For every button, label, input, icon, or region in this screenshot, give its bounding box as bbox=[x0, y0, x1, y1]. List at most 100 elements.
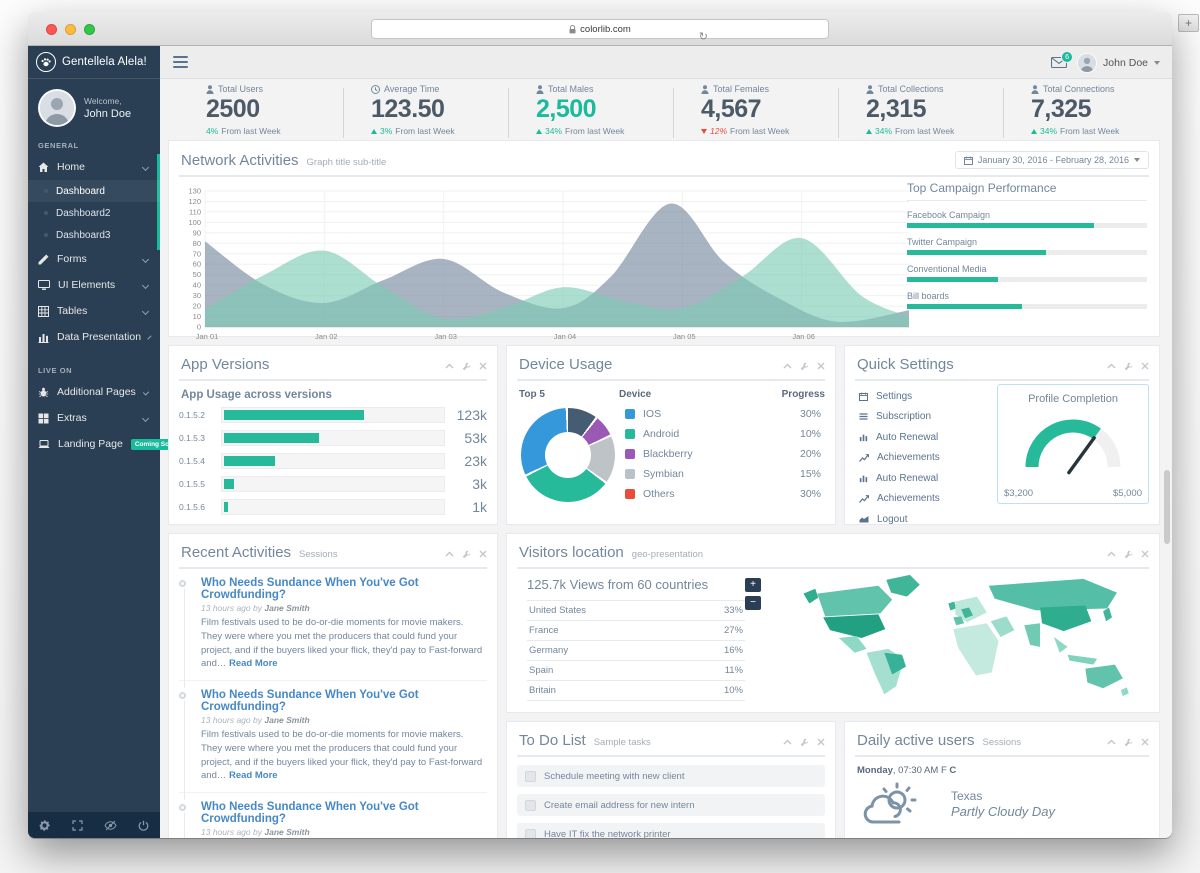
qs-achievements[interactable]: Achievements bbox=[859, 448, 940, 469]
sidebar-item-tables[interactable]: Tables bbox=[28, 298, 160, 324]
close-icon[interactable] bbox=[817, 738, 825, 746]
activity-by: by bbox=[253, 715, 262, 726]
zoom-window-button[interactable] bbox=[84, 24, 95, 35]
collapse-icon[interactable] bbox=[1107, 551, 1116, 557]
sidebar-item-dashboard[interactable]: Dashboard bbox=[28, 180, 160, 202]
collapse-icon[interactable] bbox=[445, 551, 454, 557]
new-tab-button[interactable]: + bbox=[1178, 14, 1199, 32]
welcome-text: Welcome, bbox=[84, 96, 122, 106]
qs-settings[interactable]: Settings bbox=[859, 386, 940, 407]
activity-title[interactable]: Who Needs Sundance When You've Got Crowd… bbox=[201, 689, 419, 714]
menu-toggle-icon[interactable] bbox=[173, 56, 188, 71]
map-zoom-in-button[interactable]: + bbox=[745, 578, 761, 592]
close-window-button[interactable] bbox=[46, 24, 57, 35]
sidebar-item-forms[interactable]: Forms bbox=[28, 246, 160, 272]
user-menu[interactable]: John Doe bbox=[1077, 52, 1160, 73]
todo-checkbox[interactable] bbox=[525, 828, 536, 838]
wrench-icon[interactable] bbox=[800, 362, 809, 371]
world-map[interactable] bbox=[793, 570, 1153, 708]
campaign-label: Facebook Campaign bbox=[907, 210, 991, 220]
brand[interactable]: Gentellela Alela! bbox=[28, 46, 160, 79]
bar-chart-icon bbox=[38, 333, 49, 343]
eye-slash-icon[interactable] bbox=[94, 812, 127, 838]
panel-subtitle: Graph title sub-title bbox=[306, 156, 387, 168]
reload-icon[interactable]: ↻ bbox=[698, 31, 708, 43]
scrollbar-thumb[interactable] bbox=[1164, 470, 1170, 544]
fullscreen-icon[interactable] bbox=[61, 812, 94, 838]
settings-icon[interactable] bbox=[28, 812, 61, 838]
gauge-chart bbox=[1025, 419, 1121, 475]
wrench-icon[interactable] bbox=[1124, 362, 1133, 371]
close-icon[interactable] bbox=[1141, 362, 1149, 370]
sidebar-item-dashboard3[interactable]: Dashboard3 bbox=[28, 224, 160, 246]
collapse-icon[interactable] bbox=[783, 363, 792, 369]
user-icon bbox=[1031, 84, 1039, 94]
messages-button[interactable]: 6 bbox=[1051, 51, 1074, 68]
todo-checkbox[interactable] bbox=[525, 799, 536, 811]
read-more-link[interactable]: Read More bbox=[229, 658, 278, 670]
legend-value: 20% bbox=[799, 448, 821, 460]
sidebar-menu: Home Dashboard Dashboard2 Dashboard3 For… bbox=[28, 154, 160, 350]
close-icon[interactable] bbox=[1141, 550, 1149, 558]
wrench-icon[interactable] bbox=[462, 550, 471, 559]
table-row: Spain 11% bbox=[527, 661, 745, 681]
qs-logout[interactable]: Logout bbox=[859, 509, 940, 530]
collapse-icon[interactable] bbox=[783, 739, 792, 745]
address-bar[interactable]: colorlib.com ↻ bbox=[371, 19, 829, 43]
sidebar-item-landing-page[interactable]: Landing Page Coming Soon bbox=[28, 431, 182, 457]
collapse-icon[interactable] bbox=[445, 363, 454, 369]
sidebar-item-home[interactable]: Home bbox=[28, 154, 160, 180]
stat-label: Total Connections bbox=[1043, 84, 1115, 94]
gauge-max: $5,000 bbox=[1112, 488, 1142, 499]
section-label-live-on: LIVE ON bbox=[38, 366, 73, 375]
read-more-link[interactable]: Read More bbox=[229, 770, 278, 782]
minimize-window-button[interactable] bbox=[65, 24, 76, 35]
sidebar-item-dashboard2[interactable]: Dashboard2 bbox=[28, 202, 160, 224]
todo-checkbox[interactable] bbox=[525, 770, 536, 782]
col-top5: Top 5 bbox=[519, 389, 545, 400]
network-activities-panel: Network Activities Graph title sub-title… bbox=[168, 140, 1160, 341]
close-icon[interactable] bbox=[479, 550, 487, 558]
sidebar-item-extras[interactable]: Extras bbox=[28, 405, 160, 431]
chevron-down-icon bbox=[141, 255, 150, 263]
wrench-icon[interactable] bbox=[1124, 738, 1133, 747]
sidebar-item-ui-elements[interactable]: UI Elements bbox=[28, 272, 160, 298]
version-value: 3k bbox=[472, 476, 487, 492]
qs-auto-renewal[interactable]: Auto Renewal bbox=[859, 427, 940, 448]
map-zoom-out-button[interactable]: − bbox=[745, 596, 761, 610]
weather-unit[interactable]: C bbox=[949, 765, 957, 776]
stat-value: 2,315 bbox=[866, 95, 927, 123]
activity-title[interactable]: Who Needs Sundance When You've Got Crowd… bbox=[201, 577, 419, 601]
sidebar-item-data-presentation[interactable]: Data Presentation bbox=[28, 324, 160, 350]
svg-text:50: 50 bbox=[193, 270, 201, 279]
sidebar-item-additional-pages[interactable]: Additional Pages bbox=[28, 379, 160, 405]
date-range-text: January 30, 2016 - February 28, 2016 bbox=[977, 155, 1129, 165]
power-icon[interactable] bbox=[127, 812, 160, 838]
campaign-row: Twitter Campaign bbox=[907, 237, 1147, 255]
close-icon[interactable] bbox=[479, 362, 487, 370]
collapse-icon[interactable] bbox=[1107, 739, 1116, 745]
svg-text:90: 90 bbox=[193, 228, 201, 237]
wrench-icon[interactable] bbox=[800, 738, 809, 747]
qs-subscription[interactable]: Subscription bbox=[859, 407, 940, 428]
close-icon[interactable] bbox=[817, 362, 825, 370]
qs-achievements-2[interactable]: Achievements bbox=[859, 489, 940, 510]
stat-delta: 3% bbox=[380, 126, 393, 136]
collapse-icon[interactable] bbox=[1107, 363, 1116, 369]
close-icon[interactable] bbox=[1141, 738, 1149, 746]
wrench-icon[interactable] bbox=[462, 362, 471, 371]
legend-value: 30% bbox=[799, 408, 821, 420]
stat-total-males: Total Males 2,500 34% From last Week bbox=[508, 84, 673, 140]
date-range-button[interactable]: January 30, 2016 - February 28, 2016 bbox=[954, 151, 1149, 169]
campaign-row: Conventional Media bbox=[907, 264, 1147, 282]
progress-fill bbox=[224, 433, 320, 443]
sidebar-item-label: UI Elements bbox=[58, 279, 116, 291]
weather-city: Texas bbox=[951, 789, 983, 803]
col-device: Device bbox=[619, 389, 652, 400]
stat-total-users: Total Users 2500 4% From last Week bbox=[178, 84, 343, 140]
sidebar-item-label: Extras bbox=[57, 412, 87, 424]
progress-track bbox=[221, 453, 445, 469]
activity-title[interactable]: Who Needs Sundance When You've Got Crowd… bbox=[201, 801, 419, 826]
qs-auto-renewal-2[interactable]: Auto Renewal bbox=[859, 468, 940, 489]
wrench-icon[interactable] bbox=[1124, 550, 1133, 559]
